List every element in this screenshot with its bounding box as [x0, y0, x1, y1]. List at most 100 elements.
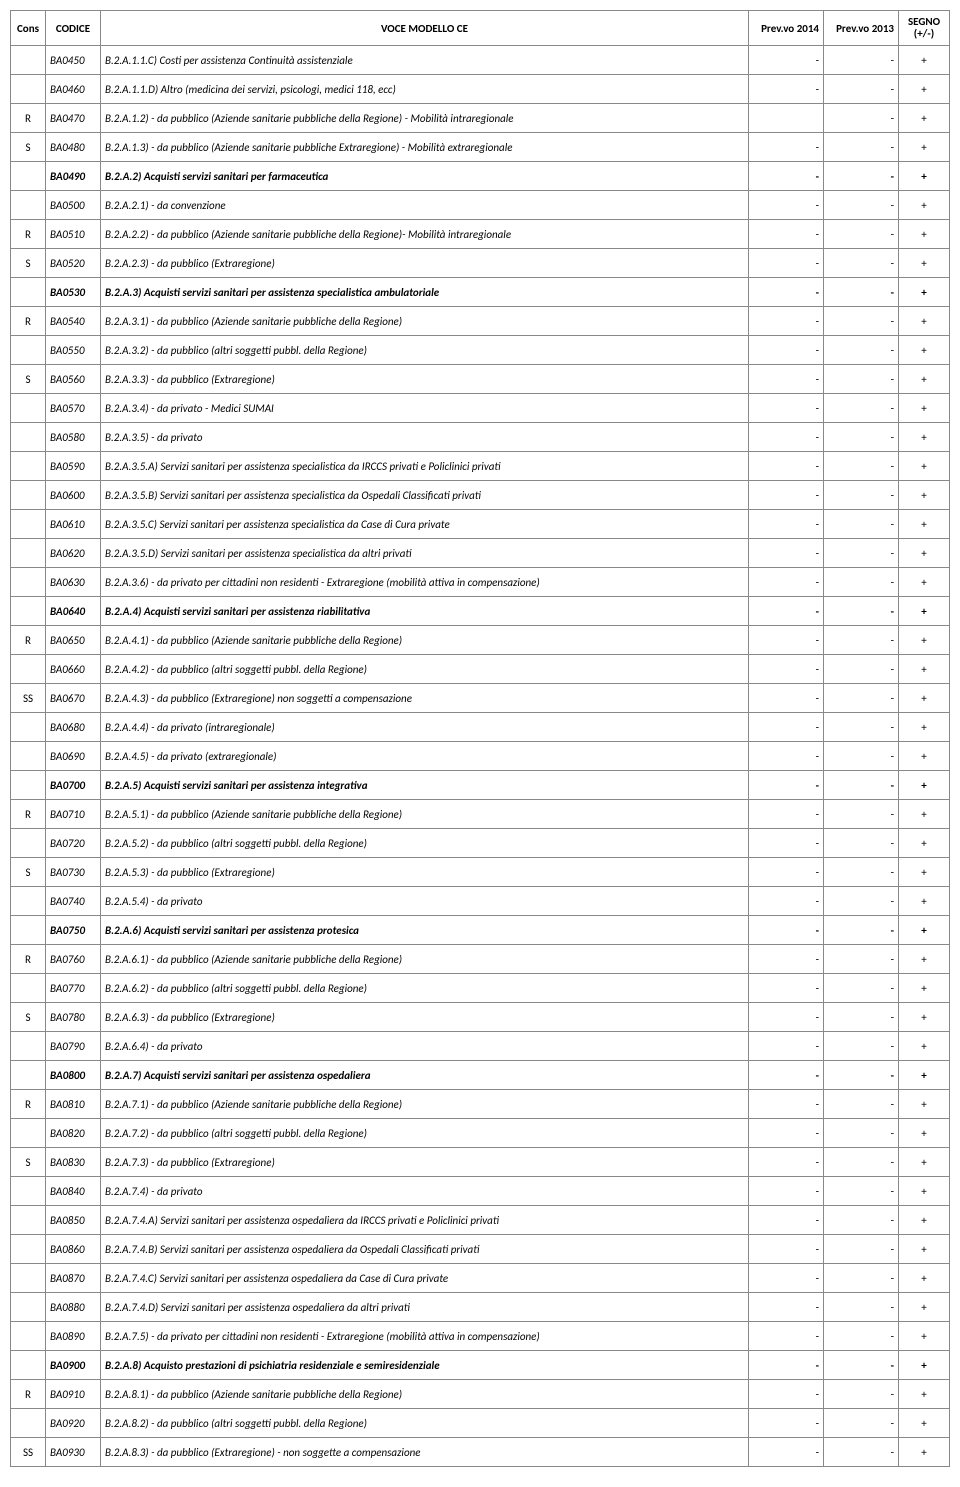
cell-codice: BA0620: [46, 539, 101, 568]
cell-voce: B.2.A.3.1) - da pubblico (Aziende sanita…: [101, 307, 749, 336]
table-row: SBA0480B.2.A.1.3) - da pubblico (Aziende…: [11, 133, 950, 162]
table-row: BA0450B.2.A.1.1.C) Costi per assistenza …: [11, 46, 950, 75]
cell-voce: B.2.A.5.3) - da pubblico (Extraregione): [101, 858, 749, 887]
cell-cons: R: [11, 307, 46, 336]
cell-voce: B.2.A.6.3) - da pubblico (Extraregione): [101, 1003, 749, 1032]
cell-segno: +: [899, 1119, 950, 1148]
cell-segno: +: [899, 1090, 950, 1119]
cell-codice: BA0930: [46, 1438, 101, 1467]
cell-codice: BA0520: [46, 249, 101, 278]
cell-codice: BA0560: [46, 365, 101, 394]
table-row: BA0600B.2.A.3.5.B) Servizi sanitari per …: [11, 481, 950, 510]
cell-voce: B.2.A.3.5.A) Servizi sanitari per assist…: [101, 452, 749, 481]
cell-prev2013: -: [824, 1061, 899, 1090]
cell-voce: B.2.A.4.2) - da pubblico (altri soggetti…: [101, 655, 749, 684]
cell-codice: BA0670: [46, 684, 101, 713]
cell-segno: +: [899, 1322, 950, 1351]
cell-segno: +: [899, 1032, 950, 1061]
cell-cons: R: [11, 800, 46, 829]
table-row: BA0880B.2.A.7.4.D) Servizi sanitari per …: [11, 1293, 950, 1322]
cell-voce: B.2.A.4.1) - da pubblico (Aziende sanita…: [101, 626, 749, 655]
cell-prev2014: -: [749, 626, 824, 655]
cell-codice: BA0870: [46, 1264, 101, 1293]
cell-prev2014: -: [749, 162, 824, 191]
cell-codice: BA0790: [46, 1032, 101, 1061]
cell-prev2013: -: [824, 452, 899, 481]
cell-prev2013: -: [824, 684, 899, 713]
cell-prev2013: -: [824, 713, 899, 742]
table-row: BA0890B.2.A.7.5) - da privato per cittad…: [11, 1322, 950, 1351]
cell-segno: +: [899, 278, 950, 307]
cell-prev2014: -: [749, 771, 824, 800]
cell-codice: BA0750: [46, 916, 101, 945]
cell-prev2013: -: [824, 220, 899, 249]
cell-codice: BA0550: [46, 336, 101, 365]
cell-segno: +: [899, 75, 950, 104]
cell-voce: B.2.A.4.5) - da privato (extraregionale): [101, 742, 749, 771]
header-segno: SEGNO (+/-): [899, 11, 950, 46]
cell-prev2013: -: [824, 133, 899, 162]
cell-segno: +: [899, 307, 950, 336]
cell-prev2014: -: [749, 1322, 824, 1351]
cell-cons: [11, 655, 46, 684]
cell-prev2013: -: [824, 1119, 899, 1148]
cell-voce: B.2.A.3.3) - da pubblico (Extraregione): [101, 365, 749, 394]
cell-codice: BA0730: [46, 858, 101, 887]
cell-voce: B.2.A.7.4) - da privato: [101, 1177, 749, 1206]
cell-codice: BA0580: [46, 423, 101, 452]
cell-voce: B.2.A.7.4.A) Servizi sanitari per assist…: [101, 1206, 749, 1235]
cell-cons: SS: [11, 684, 46, 713]
cell-prev2014: -: [749, 1438, 824, 1467]
cell-prev2013: -: [824, 1206, 899, 1235]
cell-prev2014: -: [749, 1119, 824, 1148]
table-row: BA0550B.2.A.3.2) - da pubblico (altri so…: [11, 336, 950, 365]
cell-prev2013: -: [824, 75, 899, 104]
cell-prev2014: -: [749, 742, 824, 771]
cell-prev2014: -: [749, 1380, 824, 1409]
cell-prev2014: -: [749, 1003, 824, 1032]
cell-voce: B.2.A.1.3) - da pubblico (Aziende sanita…: [101, 133, 749, 162]
cell-voce: B.2.A.2) Acquisti servizi sanitari per f…: [101, 162, 749, 191]
cell-codice: BA0720: [46, 829, 101, 858]
cell-voce: B.2.A.7.4.D) Servizi sanitari per assist…: [101, 1293, 749, 1322]
table-header-row: Cons CODICE VOCE MODELLO CE Prev.vo 2014…: [11, 11, 950, 46]
cell-codice: BA0680: [46, 713, 101, 742]
table-row: BA0790B.2.A.6.4) - da privato--+: [11, 1032, 950, 1061]
table-row: RBA0710B.2.A.5.1) - da pubblico (Aziende…: [11, 800, 950, 829]
cell-voce: B.2.A.6.4) - da privato: [101, 1032, 749, 1061]
cell-codice: BA0500: [46, 191, 101, 220]
cell-cons: [11, 771, 46, 800]
cell-segno: +: [899, 191, 950, 220]
cell-voce: B.2.A.7.5) - da privato per cittadini no…: [101, 1322, 749, 1351]
cell-segno: +: [899, 945, 950, 974]
cell-codice: BA0450: [46, 46, 101, 75]
cell-prev2013: -: [824, 1293, 899, 1322]
cell-voce: B.2.A.7.3) - da pubblico (Extraregione): [101, 1148, 749, 1177]
cell-segno: +: [899, 539, 950, 568]
cell-voce: B.2.A.8) Acquisto prestazioni di psichia…: [101, 1351, 749, 1380]
cell-voce: B.2.A.3.2) - da pubblico (altri soggetti…: [101, 336, 749, 365]
cell-cons: [11, 75, 46, 104]
cell-prev2014: -: [749, 568, 824, 597]
cell-voce: B.2.A.7) Acquisti servizi sanitari per a…: [101, 1061, 749, 1090]
cell-prev2014: -: [749, 1409, 824, 1438]
table-body: BA0450B.2.A.1.1.C) Costi per assistenza …: [11, 46, 950, 1467]
cell-codice: BA0490: [46, 162, 101, 191]
cell-cons: S: [11, 365, 46, 394]
cell-voce: B.2.A.5) Acquisti servizi sanitari per a…: [101, 771, 749, 800]
cell-voce: B.2.A.6) Acquisti servizi sanitari per a…: [101, 916, 749, 945]
cell-cons: [11, 539, 46, 568]
cell-segno: +: [899, 684, 950, 713]
cell-prev2014: -: [749, 1090, 824, 1119]
cell-prev2013: -: [824, 1148, 899, 1177]
cell-prev2014: -: [749, 307, 824, 336]
cell-cons: [11, 336, 46, 365]
cell-codice: BA0740: [46, 887, 101, 916]
cell-codice: BA0840: [46, 1177, 101, 1206]
cell-segno: +: [899, 1003, 950, 1032]
cell-codice: BA0650: [46, 626, 101, 655]
cell-prev2014: -: [749, 1235, 824, 1264]
cell-prev2013: -: [824, 1264, 899, 1293]
table-row: SBA0520B.2.A.2.3) - da pubblico (Extrare…: [11, 249, 950, 278]
table-row: BA0770B.2.A.6.2) - da pubblico (altri so…: [11, 974, 950, 1003]
